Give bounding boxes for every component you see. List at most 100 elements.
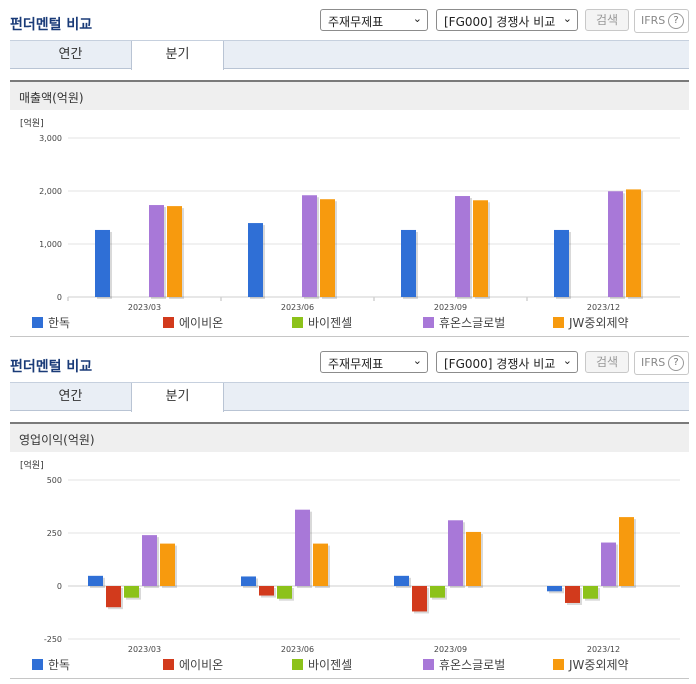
bar [142, 535, 157, 586]
panel-title: 펀더멘털 비교 [10, 359, 93, 375]
bar [160, 543, 175, 586]
bar [401, 229, 416, 297]
legend-label: 한독 [48, 316, 71, 330]
statement-select[interactable]: 주재무제표 ⌄ [320, 351, 428, 373]
ifrs-label: IFRS [641, 356, 666, 369]
ifrs-label: IFRS [641, 14, 666, 27]
bar [394, 575, 409, 586]
legend-swatch [292, 317, 303, 328]
bar [583, 586, 598, 599]
legend-label: 에이비온 [179, 658, 224, 672]
legend-label: 휴온스글로벌 [439, 316, 506, 330]
search-button[interactable]: 검색 [585, 9, 629, 31]
panel-header: 펀더멘털 비교 주재무제표 ⌄ [FG000] 경쟁사 비교 ⌄ 검색 IFRS… [0, 342, 696, 382]
divider [10, 678, 689, 679]
legend-label: 에이비온 [179, 316, 224, 330]
metric-label: 영업이익(억원) [19, 433, 95, 447]
statement-select[interactable]: 주재무제표 ⌄ [320, 9, 428, 31]
legend-swatch [32, 659, 43, 670]
period-tabs: 연간 분기 [10, 40, 689, 70]
chart-legend: 한독 에이비온 바이젠셀 휴온스글로벌 JW중외제약 [0, 311, 696, 333]
legend-item[interactable]: 바이젠셀 [292, 314, 352, 331]
x-tick-label: 2023/09 [434, 303, 467, 310]
legend-item[interactable]: JW중외제약 [553, 656, 629, 673]
bar [547, 586, 562, 592]
y-unit-label: [억원] [20, 459, 44, 471]
legend-swatch [423, 659, 434, 670]
tab-annual[interactable]: 연간 [58, 47, 83, 62]
legend-label: 바이젠셀 [308, 316, 353, 330]
tab-quarterly[interactable]: 분기 [131, 383, 224, 412]
chevron-down-icon: ⌄ [412, 354, 422, 367]
panel-revenue: 펀더멘털 비교 주재무제표 ⌄ [FG000] 경쟁사 비교 ⌄ 검색 IFRS… [0, 0, 696, 337]
y-tick-label: 250 [47, 529, 62, 538]
chevron-down-icon: ⌄ [562, 12, 572, 25]
bar [320, 199, 335, 297]
metric-label: 매출액(억원) [19, 91, 84, 105]
peer-group-select[interactable]: [FG000] 경쟁사 비교 ⌄ [436, 9, 578, 31]
tab-annual[interactable]: 연간 [58, 389, 83, 404]
legend-swatch [553, 659, 564, 670]
bar [412, 586, 427, 612]
bar [302, 195, 317, 297]
bar [565, 586, 580, 603]
chevron-down-icon: ⌄ [562, 354, 572, 367]
panel-title: 펀더멘털 비교 [10, 17, 93, 33]
bar [124, 586, 139, 598]
ifrs-button[interactable]: IFRS ? [634, 351, 689, 375]
y-tick-label: 2,000 [39, 187, 62, 196]
search-button[interactable]: 검색 [585, 351, 629, 373]
y-tick-label: 3,000 [39, 134, 62, 143]
legend-swatch [32, 317, 43, 328]
ifrs-button[interactable]: IFRS ? [634, 9, 689, 33]
legend-label: JW중외제약 [569, 658, 629, 672]
bar [626, 189, 641, 297]
bar [448, 520, 463, 586]
legend-item[interactable]: 한독 [32, 656, 70, 673]
statement-select-value: 주재무제표 [328, 15, 384, 29]
chevron-down-icon: ⌄ [412, 12, 422, 25]
peer-group-select-value: [FG000] 경쟁사 비교 [444, 15, 556, 29]
revenue-chart: [억원] 0 1,000 2,000 3,000 2023/03 2023/06 2023/0… [20, 117, 680, 310]
operating-profit-chart: [억원] -250 0 250 500 2023/03 2023/06 2023/09 2023… [20, 459, 680, 652]
bar [167, 206, 182, 297]
legend-label: 휴온스글로벌 [439, 658, 506, 672]
legend-item[interactable]: 바이젠셀 [292, 656, 352, 673]
legend-item[interactable]: 휴온스글로벌 [423, 314, 505, 331]
legend-item[interactable]: 휴온스글로벌 [423, 656, 505, 673]
bar [601, 542, 616, 586]
legend-swatch [553, 317, 564, 328]
help-icon[interactable]: ? [668, 13, 684, 29]
legend-item[interactable]: 에이비온 [163, 314, 223, 331]
x-tick-label: 2023/12 [587, 303, 620, 310]
panel-operating-profit: 펀더멘털 비교 주재무제표 ⌄ [FG000] 경쟁사 비교 ⌄ 검색 IFRS… [0, 342, 696, 684]
x-tick-label: 2023/03 [128, 303, 161, 310]
tab-quarterly[interactable]: 분기 [131, 41, 224, 70]
help-icon[interactable]: ? [668, 355, 684, 371]
bar [88, 575, 103, 586]
metric-header: 매출액(억원) [10, 80, 689, 110]
y-unit-label: [억원] [20, 117, 44, 129]
y-tick-label: 0 [57, 582, 62, 591]
bar [455, 196, 470, 297]
panel-header: 펀더멘털 비교 주재무제표 ⌄ [FG000] 경쟁사 비교 ⌄ 검색 IFRS… [0, 0, 696, 40]
legend-item[interactable]: JW중외제약 [553, 314, 629, 331]
legend-item[interactable]: 에이비온 [163, 656, 223, 673]
legend-swatch [163, 659, 174, 670]
statement-select-value: 주재무제표 [328, 357, 384, 371]
x-tick-label: 2023/06 [281, 645, 314, 652]
legend-swatch [423, 317, 434, 328]
bar [466, 531, 481, 586]
peer-group-select[interactable]: [FG000] 경쟁사 비교 ⌄ [436, 351, 578, 373]
peer-group-select-value: [FG000] 경쟁사 비교 [444, 357, 556, 371]
bar [248, 223, 263, 297]
legend-item[interactable]: 한독 [32, 314, 70, 331]
divider [10, 336, 689, 337]
x-tick-label: 2023/06 [281, 303, 314, 310]
bar [473, 200, 488, 297]
metric-header: 영업이익(억원) [10, 422, 689, 452]
bar [313, 543, 328, 586]
x-tick-label: 2023/09 [434, 645, 467, 652]
bar [149, 205, 164, 297]
bar [619, 517, 634, 586]
